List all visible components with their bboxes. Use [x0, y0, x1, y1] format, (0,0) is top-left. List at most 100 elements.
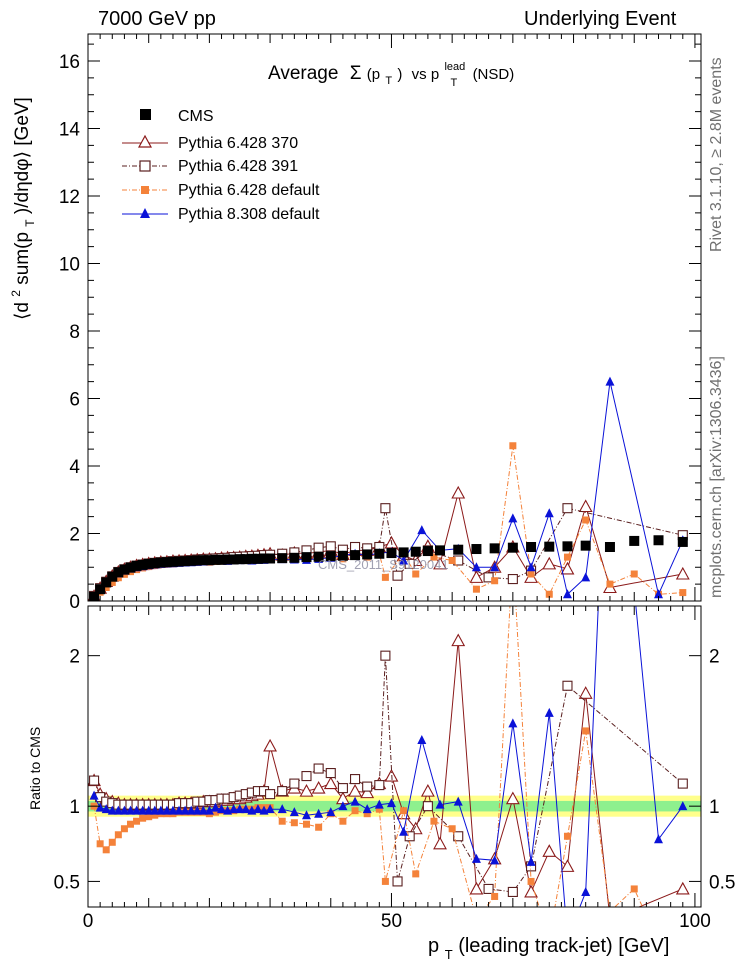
ratio-y-tick-label: 0.5: [54, 872, 80, 893]
top-y-tick-label: 16: [59, 52, 80, 73]
ratio-point-p8def: [253, 804, 263, 814]
ratio-point-p8def: [186, 805, 196, 815]
ylabel-open: ⟨d: [12, 302, 33, 320]
ratio-point-p6def: [412, 870, 420, 878]
top-point-p8def: [544, 508, 554, 518]
title-pt-close: ): [397, 66, 402, 83]
ratio-series-group: [88, 335, 690, 907]
top-point-p6def: [108, 578, 116, 586]
legend-label-cms: CMS: [178, 108, 214, 125]
ratio-point-p8def: [417, 734, 427, 744]
title-nsd: (NSD): [473, 66, 515, 83]
ratio-point-p370: [560, 859, 575, 872]
ratio-point-p391: [337, 783, 348, 794]
top-point-p6def: [509, 442, 517, 450]
ratio-point-p8def: [314, 808, 324, 818]
ratio-point-p370: [675, 881, 690, 895]
ratio-y-tick-label-right: 2: [709, 647, 720, 668]
ratio-point-p8def: [150, 805, 160, 815]
ratio-point-p6def: [302, 820, 310, 828]
ratio-point-p6def: [363, 810, 371, 818]
ratio-point-p8def: [144, 805, 154, 815]
top-point-cms: [362, 549, 373, 560]
ratio-point-p6def: [139, 814, 147, 822]
legend-item-cms: CMS: [140, 108, 214, 125]
top-point-cms: [204, 555, 215, 566]
ratio-point-p8def: [526, 856, 536, 866]
top-point-p8def: [605, 376, 615, 386]
top-point-cms: [489, 543, 500, 554]
top-point-cms: [113, 567, 124, 578]
ratio-point-p8def: [168, 805, 178, 815]
top-point-cms: [580, 540, 591, 551]
top-point-cms: [350, 550, 361, 561]
top-point-p391: [325, 541, 336, 552]
ratio-point-p8def: [198, 805, 208, 815]
ylabel-t: T: [23, 219, 37, 227]
top-point-cms: [125, 562, 136, 573]
top-point-cms: [325, 551, 336, 562]
ratio-point-p6def: [102, 846, 110, 854]
legend-label-p6def: Pythia 6.428 default: [178, 182, 320, 199]
xlabel-rest: (leading track-jet) [GeV]: [458, 935, 669, 957]
top-point-cms: [119, 564, 130, 575]
top-point-cms: [149, 558, 160, 569]
top-point-cms: [161, 557, 172, 568]
top-point-cms: [198, 555, 209, 566]
ylabel-rest: )/dηdφ⟩ [GeV]: [12, 97, 33, 214]
legend-label-p391: Pythia 6.428 391: [178, 158, 298, 175]
top-point-cms: [216, 554, 227, 565]
ratio-point-p370: [263, 738, 278, 752]
top-y-tick-label: 4: [69, 457, 80, 478]
top-point-cms: [526, 542, 537, 552]
ratio-y-tick-label-right: 0.5: [709, 872, 735, 893]
ratio-point-p6def: [315, 823, 323, 831]
ratio-point-p8def: [508, 718, 518, 728]
ylabel-sq: 2: [9, 290, 23, 297]
ratio-point-p6def: [381, 877, 389, 885]
top-point-cms: [240, 554, 251, 565]
ratio-point-p8def: [386, 798, 396, 808]
top-point-p370: [560, 561, 575, 575]
side-label-mcplots: mcplots.cern.ch [arXiv:1306.3436]: [708, 356, 725, 598]
top-point-cms: [289, 552, 300, 563]
top-point-p8def: [526, 562, 536, 572]
ratio-point-p370: [408, 821, 423, 835]
ratio-point-p8def: [235, 804, 245, 814]
top-point-cms: [277, 553, 288, 564]
top-point-cms: [507, 542, 518, 553]
top-point-cms: [562, 541, 573, 552]
ratio-point-p391: [265, 789, 276, 800]
ratio-point-p8def: [180, 805, 190, 815]
top-point-p391: [313, 542, 324, 553]
ratio-y-tick-label: 2: [69, 647, 80, 668]
top-point-p370: [675, 566, 690, 580]
ratio-point-p8def: [490, 855, 500, 865]
ratio-point-p391: [380, 650, 391, 661]
ratio-y-axis-label: Ratio to CMS: [27, 727, 43, 810]
ratio-point-p6def: [491, 892, 499, 900]
top-point-cms: [259, 553, 270, 564]
ratio-point-p8def: [277, 804, 287, 814]
ratio-point-p8def: [605, 335, 614, 344]
ratio-point-p8def: [95, 802, 105, 812]
ratio-point-p8def: [229, 804, 239, 814]
legend-label-p370: Pythia 6.428 370: [178, 135, 298, 152]
ratio-point-p6def: [563, 832, 571, 840]
xlabel-t: T: [445, 947, 453, 962]
ratio-point-p8def: [435, 799, 445, 809]
top-y-tick-label: 6: [69, 390, 80, 411]
top-point-cms: [186, 555, 197, 566]
top-point-p6def: [381, 573, 389, 581]
top-point-cms: [337, 550, 348, 561]
top-point-cms: [265, 553, 276, 564]
ratio-point-p6def: [133, 817, 141, 825]
ratio-point-p8def: [113, 805, 123, 815]
top-point-cms: [167, 556, 178, 567]
ratio-point-p391: [677, 778, 688, 789]
xlabel-p: p: [428, 935, 439, 957]
title-vs: vs p: [412, 66, 440, 83]
ratio-point-p391: [392, 876, 403, 887]
